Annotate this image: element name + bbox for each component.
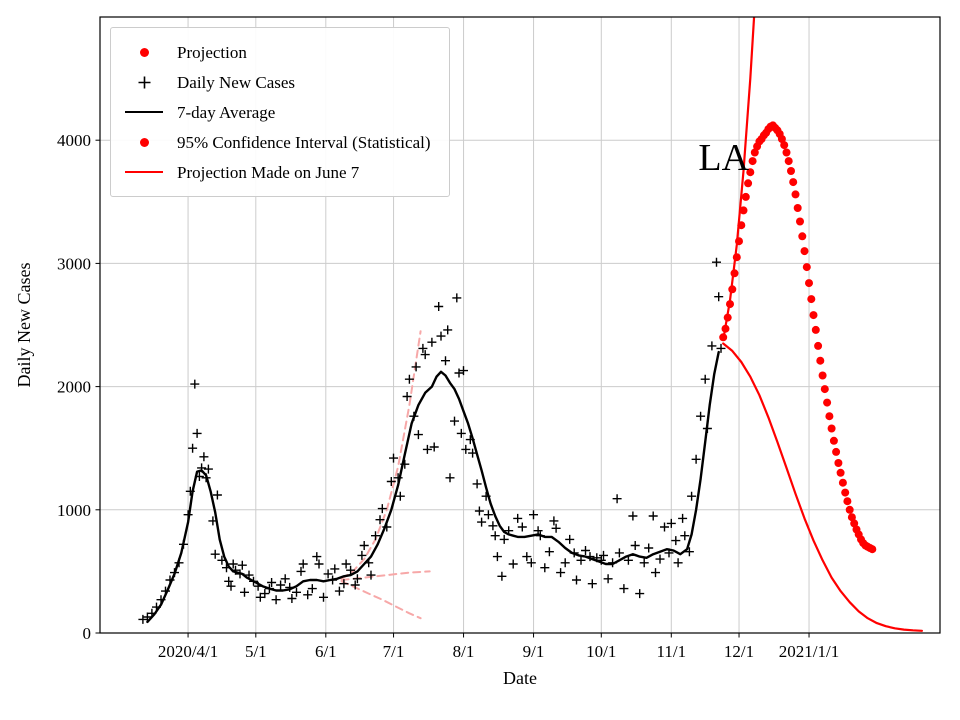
series-daily-new-cases — [138, 257, 726, 624]
y-tick-label: 4000 — [57, 131, 91, 150]
x-tick-label: 7/1 — [383, 642, 405, 661]
legend-label-projection: Projection — [177, 42, 247, 62]
axis-tick-labels: 2020/4/1 5/1 6/1 7/1 8/1 9/1 10/1 11/1 12/1 2021/… — [57, 131, 839, 661]
red-dot-icon — [121, 47, 167, 57]
x-tick-label: 5/1 — [245, 642, 267, 661]
x-tick-label: 11/1 — [656, 642, 686, 661]
series-ci-lower — [722, 342, 924, 632]
axis-ticks — [95, 139, 810, 638]
series-projection-dots — [719, 121, 877, 554]
legend-label-daily-new-cases: Daily New Cases — [177, 72, 296, 92]
plus-icon — [121, 75, 167, 90]
legend-item-daily-new-cases: Daily New Cases — [121, 67, 431, 97]
x-axis-label: Date — [503, 668, 537, 688]
red-dot-icon — [121, 137, 167, 147]
y-tick-label: 3000 — [57, 254, 91, 273]
x-tick-label: 6/1 — [315, 642, 337, 661]
legend: Projection Daily New Cases 7-day Average… — [110, 27, 450, 197]
black-line-icon — [121, 110, 167, 114]
y-tick-label: 1000 — [57, 501, 91, 520]
red-line-icon — [121, 170, 167, 174]
legend-label-7day-average: 7-day Average — [177, 102, 276, 122]
series-june7-upper — [340, 330, 422, 580]
x-tick-label: 10/1 — [586, 642, 616, 661]
legend-item-confidence-interval: 95% Confidence Interval (Statistical) — [121, 127, 431, 157]
legend-label-june7-projection: Projection Made on June 7 — [177, 162, 360, 182]
series-june7-lower — [340, 580, 422, 620]
plot-border — [99, 16, 941, 634]
annotation-la: LA — [698, 137, 749, 179]
legend-item-projection: Projection — [121, 37, 431, 67]
x-tick-label: 9/1 — [523, 642, 545, 661]
x-tick-label: 12/1 — [724, 642, 754, 661]
x-tick-label: 8/1 — [453, 642, 475, 661]
y-axis-label: Daily New Cases — [14, 263, 34, 388]
y-tick-label: 2000 — [57, 378, 91, 397]
legend-label-confidence-interval: 95% Confidence Interval (Statistical) — [177, 132, 431, 152]
legend-item-june7-projection: Projection Made on June 7 — [121, 157, 431, 187]
legend-item-7day-average: 7-day Average — [121, 97, 431, 127]
x-tick-label: 2021/1/1 — [779, 642, 839, 661]
x-tick-label: 2020/4/1 — [158, 642, 218, 661]
chart-series — [138, 17, 924, 632]
y-tick-label: 0 — [83, 624, 92, 643]
series-seven-day-average — [146, 350, 720, 624]
